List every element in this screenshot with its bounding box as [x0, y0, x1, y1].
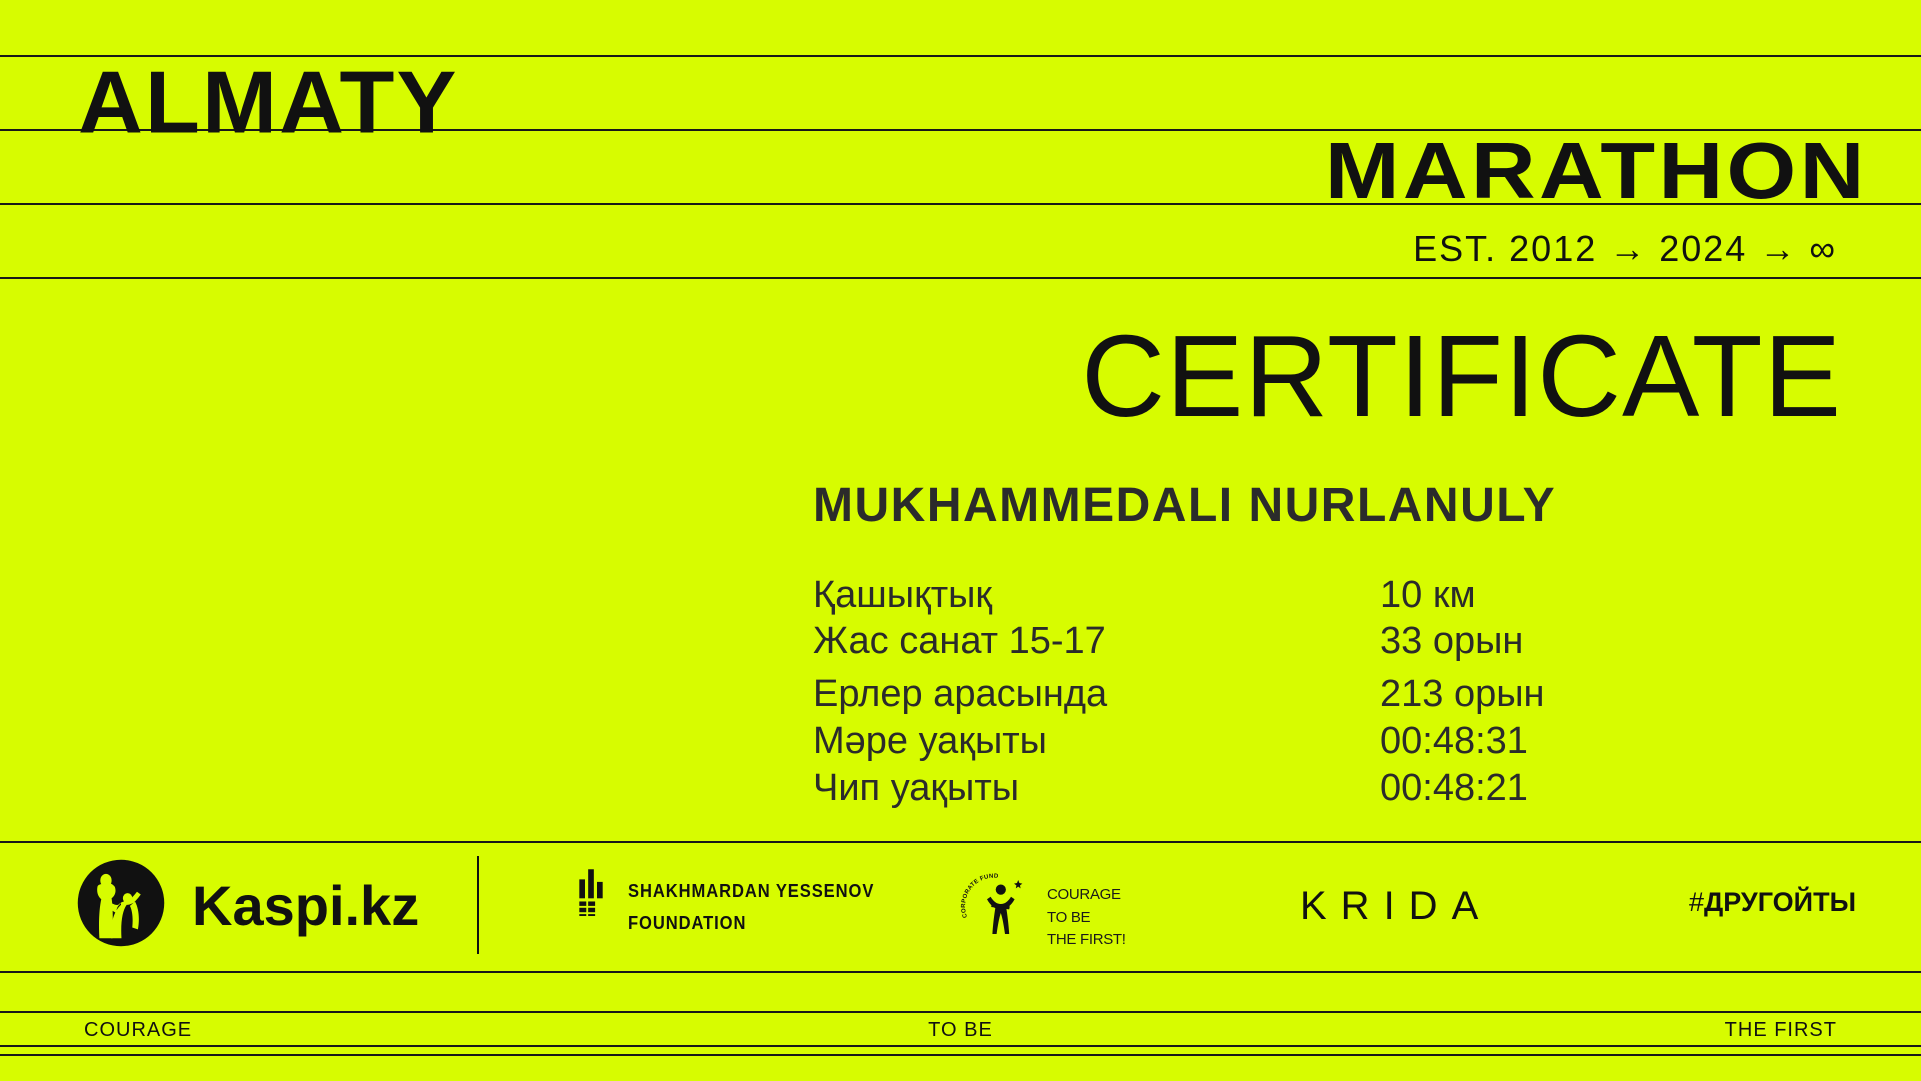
svg-text:CORPORATE FUND: CORPORATE FUND: [961, 874, 999, 919]
